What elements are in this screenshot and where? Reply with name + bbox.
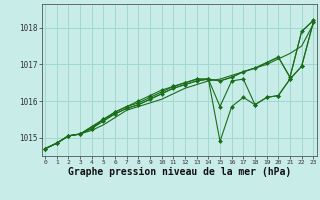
X-axis label: Graphe pression niveau de la mer (hPa): Graphe pression niveau de la mer (hPa) — [68, 167, 291, 177]
